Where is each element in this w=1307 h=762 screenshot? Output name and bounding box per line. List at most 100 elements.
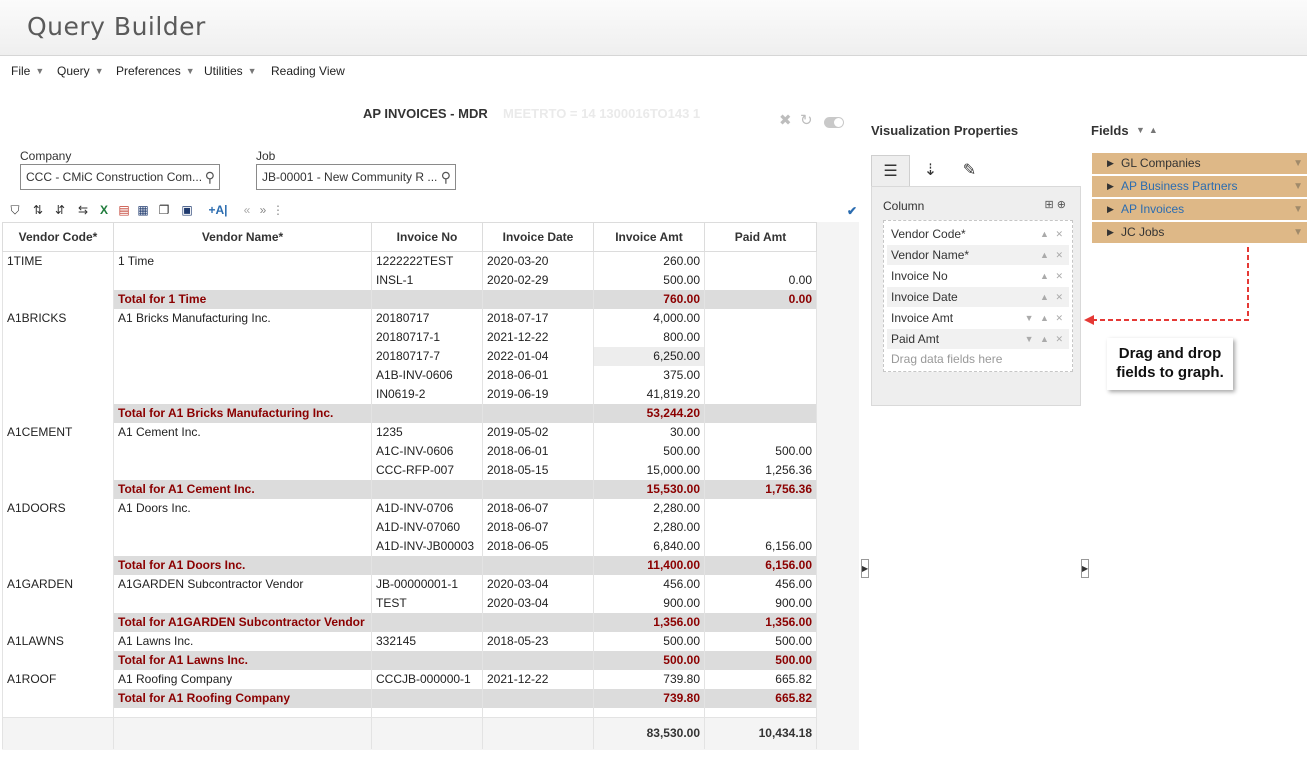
table-cell[interactable]: 375.00: [593, 365, 705, 385]
column-header-invoice-date[interactable]: Invoice Date: [482, 222, 594, 252]
expand-arrow-icon[interactable]: ▶: [1107, 158, 1114, 168]
column-header-invoice-amt[interactable]: Invoice Amt: [593, 222, 705, 252]
table-cell[interactable]: [2, 346, 114, 366]
table-cell[interactable]: 2020-02-29: [482, 270, 594, 290]
table-cell[interactable]: A1DOORS: [2, 498, 114, 518]
table-cell[interactable]: 2018-06-05: [482, 536, 594, 556]
table-row[interactable]: 1TIME 1 Time 1222222TEST 2020-03-20 260.00: [2, 251, 817, 271]
table-cell[interactable]: 2021-12-22: [482, 327, 594, 347]
reorder-controls[interactable]: ▼ ▲ ✕: [1024, 313, 1065, 323]
field-jc-jobs[interactable]: ▶ JC Jobs ▼: [1092, 222, 1307, 243]
table-row[interactable]: CCC-RFP-007 2018-05-15 15,000.00 1,256.36: [2, 460, 817, 480]
table-cell[interactable]: [704, 517, 817, 537]
table-cell[interactable]: [704, 384, 817, 404]
column-drop-list[interactable]: Vendor Code* ▲ ✕ Vendor Name* ▲ ✕ Invoice …: [883, 220, 1073, 372]
total-row[interactable]: Total for 1 Time 760.00 0.00: [2, 289, 817, 309]
company-field[interactable]: CCC - CMiC Construction Com... ⚲: [20, 164, 220, 190]
table-cell[interactable]: 456.00: [593, 574, 705, 594]
table-cell[interactable]: [371, 403, 483, 423]
table-cell[interactable]: [371, 289, 483, 309]
table-cell[interactable]: A1B-INV-0606: [371, 365, 483, 385]
table-row[interactable]: 20180717-1 2021-12-22 800.00: [2, 327, 817, 347]
table-cell[interactable]: A1LAWNS: [2, 631, 114, 651]
table-cell[interactable]: 1TIME: [2, 251, 114, 271]
table-row[interactable]: A1D-INV-07060 2018-06-07 2,280.00: [2, 517, 817, 537]
table-cell[interactable]: [704, 365, 817, 385]
table-cell[interactable]: 2018-06-07: [482, 498, 594, 518]
table-cell[interactable]: 2019-06-19: [482, 384, 594, 404]
table-cell[interactable]: 2022-01-04: [482, 346, 594, 366]
table-cell[interactable]: Total for A1 Doors Inc.: [113, 555, 372, 575]
table-cell[interactable]: [2, 327, 114, 347]
fields-splitter-handle[interactable]: ▶: [1081, 559, 1089, 578]
total-row[interactable]: Total for A1 Bricks Manufacturing Inc. 53…: [2, 403, 817, 423]
table-cell[interactable]: [2, 289, 114, 309]
table-row[interactable]: A1ROOF A1 Roofing Company CCCJB-000000-1 20…: [2, 669, 817, 689]
table-cell[interactable]: [482, 403, 594, 423]
table-cell[interactable]: 500.00: [593, 631, 705, 651]
table-cell[interactable]: [2, 441, 114, 461]
sort-ascending-icon[interactable]: ⇅: [32, 203, 44, 217]
table-cell[interactable]: 1222222TEST: [371, 251, 483, 271]
table-cell[interactable]: [2, 403, 114, 423]
table-cell[interactable]: [113, 441, 372, 461]
column-header-paid-amt[interactable]: Paid Amt: [704, 222, 817, 252]
table-cell[interactable]: [482, 650, 594, 670]
table-cell[interactable]: 2018-06-01: [482, 441, 594, 461]
table-cell[interactable]: 4,000.00: [593, 308, 705, 328]
table-cell[interactable]: [2, 536, 114, 556]
more-icon[interactable]: ⋮: [272, 203, 284, 217]
close-icon[interactable]: ✖: [779, 112, 792, 129]
tab-style[interactable]: ✎: [950, 155, 989, 187]
table-cell[interactable]: [704, 346, 817, 366]
table-cell[interactable]: [704, 422, 817, 442]
table-cell[interactable]: Total for A1 Bricks Manufacturing Inc.: [113, 403, 372, 423]
total-row[interactable]: Total for A1 Doors Inc. 11,400.00 6,156.00: [2, 555, 817, 575]
column-item[interactable]: Invoice Amt ▼ ▲ ✕: [887, 308, 1069, 328]
table-cell[interactable]: 2020-03-04: [482, 593, 594, 613]
menu-reading-view[interactable]: Reading View: [271, 64, 345, 78]
reorder-controls[interactable]: ▲ ✕: [1040, 292, 1065, 302]
menu-preferences[interactable]: Preferences ▼: [116, 64, 195, 78]
table-cell[interactable]: 1235: [371, 422, 483, 442]
table-cell[interactable]: A1D-INV-07060: [371, 517, 483, 537]
search-icon[interactable]: ⚲: [440, 169, 451, 185]
table-cell[interactable]: [371, 688, 483, 708]
table-cell[interactable]: 1,256.36: [704, 460, 817, 480]
column-item[interactable]: Invoice No ▲ ✕: [887, 266, 1069, 286]
table-cell[interactable]: [113, 365, 372, 385]
column-header-vendor-code[interactable]: Vendor Code*: [2, 222, 114, 252]
reorder-controls[interactable]: ▲ ✕: [1040, 229, 1065, 239]
reorder-controls[interactable]: ▲ ✕: [1040, 250, 1065, 260]
table-row[interactable]: A1DOORS A1 Doors Inc. A1D-INV-0706 2018-06-…: [2, 498, 817, 518]
table-cell[interactable]: Total for 1 Time: [113, 289, 372, 309]
table-cell[interactable]: Total for A1GARDEN Subcontractor Vendor: [113, 612, 372, 632]
table-cell[interactable]: 665.82: [704, 688, 817, 708]
table-cell[interactable]: 2018-06-01: [482, 365, 594, 385]
copy-icon[interactable]: ❐: [158, 203, 170, 217]
table-cell[interactable]: [704, 251, 817, 271]
table-cell[interactable]: 2,280.00: [593, 517, 705, 537]
table-row[interactable]: TEST 2020-03-04 900.00 900.00: [2, 593, 817, 613]
table-cell[interactable]: 500.00: [593, 650, 705, 670]
table-cell[interactable]: 0.00: [704, 289, 817, 309]
table-cell[interactable]: [2, 365, 114, 385]
table-cell[interactable]: 760.00: [593, 289, 705, 309]
table-cell[interactable]: A1BRICKS: [2, 308, 114, 328]
table-cell[interactable]: A1 Doors Inc.: [113, 498, 372, 518]
table-cell[interactable]: 2018-06-07: [482, 517, 594, 537]
table-cell[interactable]: 20180717: [371, 308, 483, 328]
pdf-export-icon[interactable]: ▤: [118, 203, 130, 217]
table-row[interactable]: IN0619-2 2019-06-19 41,819.20: [2, 384, 817, 404]
table-cell[interactable]: 2018-05-23: [482, 631, 594, 651]
column-item[interactable]: Vendor Code* ▲ ✕: [887, 224, 1069, 244]
table-cell[interactable]: 30.00: [593, 422, 705, 442]
table-cell[interactable]: 332145: [371, 631, 483, 651]
excel-export-icon[interactable]: X: [99, 203, 108, 217]
table-cell[interactable]: 15,000.00: [593, 460, 705, 480]
total-row[interactable]: Total for A1 Roofing Company 739.80 665.82: [2, 688, 817, 708]
table-cell[interactable]: [482, 555, 594, 575]
table-cell[interactable]: [113, 517, 372, 537]
table-row[interactable]: A1LAWNS A1 Lawns Inc. 332145 2018-05-23 500.…: [2, 631, 817, 651]
table-cell[interactable]: [704, 327, 817, 347]
